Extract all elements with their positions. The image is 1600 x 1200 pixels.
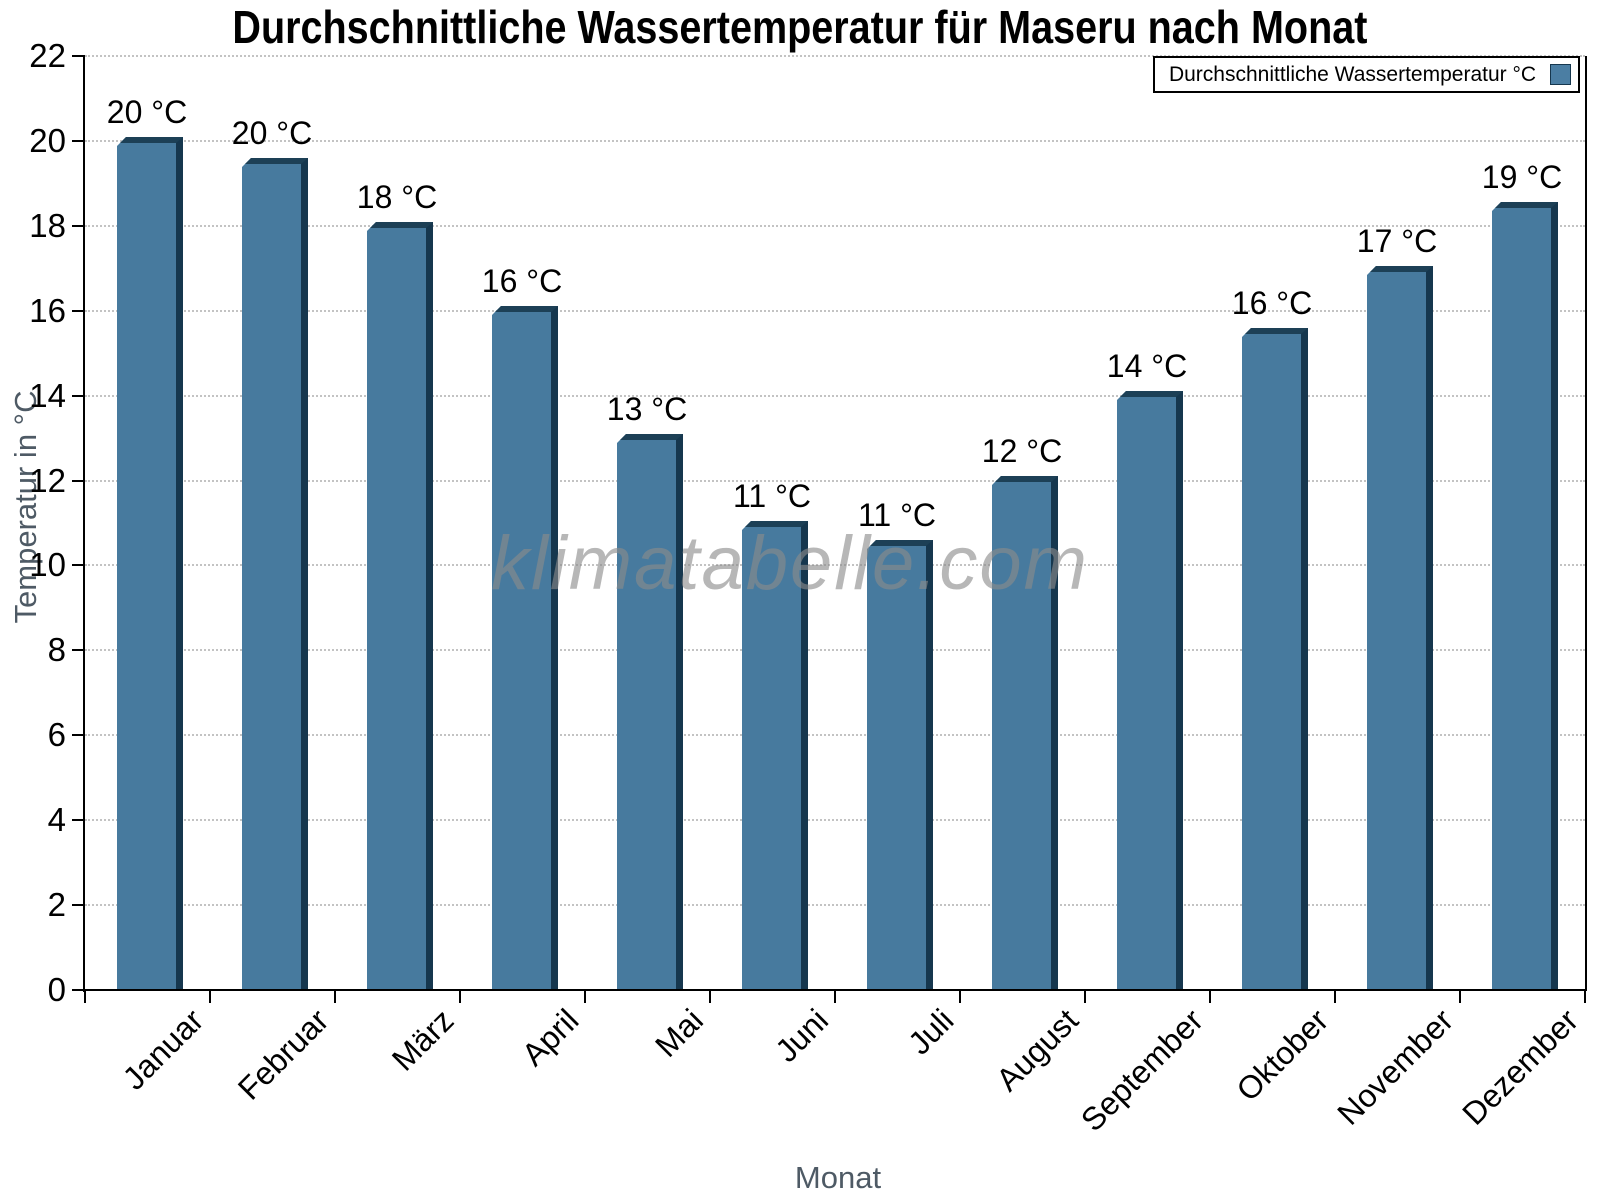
y-tick	[72, 904, 85, 907]
y-tick-label: 4	[47, 801, 66, 839]
bar-märz[interactable]	[367, 222, 433, 990]
x-tick	[1209, 990, 1211, 1003]
bar-juni[interactable]	[742, 521, 808, 990]
y-tick-label: 22	[29, 37, 66, 74]
bar-mai[interactable]	[617, 434, 683, 990]
gridline	[85, 224, 1585, 227]
x-category-label-september: September	[1074, 1002, 1211, 1139]
y-tick	[72, 819, 85, 822]
x-category-label-oktober: Oktober	[1229, 1002, 1336, 1108]
y-tick	[72, 989, 85, 991]
y-tick-label: 6	[47, 716, 66, 754]
legend[interactable]: Durchschnittliche Wassertemperatur °C	[1153, 56, 1580, 93]
y-tick-label: 0	[47, 971, 66, 1008]
x-category-label-dezember: Dezember	[1455, 1002, 1586, 1132]
x-tick	[834, 990, 836, 1003]
gridline	[85, 394, 1585, 397]
bar-value-label: 12 °C	[981, 433, 1063, 469]
y-tick-label: 10	[29, 546, 66, 584]
gridline	[85, 479, 1585, 482]
y-tick-label: 12	[29, 461, 66, 499]
bar-november[interactable]	[1367, 266, 1433, 990]
bar-value-label: 16 °C	[1231, 285, 1313, 321]
y-tick-label: 16	[29, 291, 66, 329]
bar-dezember[interactable]	[1492, 202, 1558, 990]
chart-title: Durchschnittliche Wassertemperatur für M…	[0, 0, 1600, 54]
x-tick	[459, 990, 461, 1003]
y-tick-label: 2	[47, 886, 66, 924]
bar-juli[interactable]	[867, 540, 933, 990]
y-tick-label: 18	[29, 206, 66, 244]
plot-area	[85, 55, 1585, 990]
y-tick-label: 14	[29, 376, 66, 414]
x-tick	[84, 990, 86, 1003]
gridline	[85, 904, 1585, 907]
y-tick	[72, 139, 85, 142]
x-tick	[1334, 990, 1336, 1003]
x-category-label-februar: Februar	[230, 1002, 336, 1107]
y-tick	[72, 309, 85, 312]
y-tick	[72, 394, 85, 397]
y-tick-label: 20	[29, 121, 66, 159]
plot-right-border	[1585, 56, 1587, 991]
x-category-label-juni: Juni	[768, 1002, 836, 1069]
bar-value-label: 16 °C	[481, 263, 563, 299]
bar-value-label: 20 °C	[231, 115, 313, 151]
x-category-label-mai: Mai	[648, 1002, 711, 1064]
x-category-label-april: April	[514, 1002, 586, 1073]
bar-value-label: 17 °C	[1356, 223, 1438, 259]
gridline	[85, 564, 1585, 567]
legend-label: Durchschnittliche Wassertemperatur °C	[1168, 62, 1537, 86]
x-tick	[1084, 990, 1086, 1003]
bar-value-label: 19 °C	[1481, 159, 1563, 195]
y-tick	[72, 224, 85, 227]
bar-august[interactable]	[992, 476, 1058, 990]
x-tick	[959, 990, 961, 1003]
y-tick	[72, 734, 85, 737]
x-category-label-juli: Juli	[901, 1002, 961, 1062]
bar-value-label: 20 °C	[106, 94, 188, 130]
x-category-label-august: August	[989, 1002, 1086, 1098]
bar-value-label: 11 °C	[857, 497, 936, 533]
gridline	[85, 55, 1585, 57]
y-tick	[72, 649, 85, 652]
legend-swatch-icon	[1550, 64, 1571, 85]
x-tick	[709, 990, 711, 1003]
y-tick	[72, 479, 85, 482]
x-tick	[1584, 990, 1586, 1003]
y-tick-label: 8	[47, 631, 66, 669]
gridline	[85, 819, 1585, 822]
gridline	[85, 309, 1585, 312]
x-axis-title: Monat	[794, 1160, 882, 1195]
x-category-label-november: November	[1330, 1002, 1461, 1132]
y-tick	[72, 564, 85, 567]
bar-value-label: 11 °C	[732, 478, 811, 514]
bar-value-label: 13 °C	[606, 391, 688, 427]
x-tick	[1459, 990, 1461, 1003]
x-tick	[209, 990, 211, 1003]
bar-oktober[interactable]	[1242, 328, 1308, 990]
bar-februar[interactable]	[242, 158, 308, 990]
x-category-label-januar: Januar	[115, 1002, 211, 1097]
x-tick	[584, 990, 586, 1003]
bar-april[interactable]	[492, 306, 558, 990]
x-category-label-märz: März	[384, 1002, 461, 1078]
gridline	[85, 139, 1585, 142]
y-tick	[72, 55, 85, 57]
bar-september[interactable]	[1117, 391, 1183, 990]
bar-januar[interactable]	[117, 137, 183, 990]
y-axis-line	[83, 56, 85, 992]
chart-title-text: Durchschnittliche Wassertemperatur für M…	[232, 1, 1368, 53]
x-tick	[334, 990, 336, 1003]
gridline	[85, 649, 1585, 652]
bar-value-label: 18 °C	[356, 179, 438, 215]
gridline	[85, 734, 1585, 737]
bar-value-label: 14 °C	[1106, 348, 1188, 384]
